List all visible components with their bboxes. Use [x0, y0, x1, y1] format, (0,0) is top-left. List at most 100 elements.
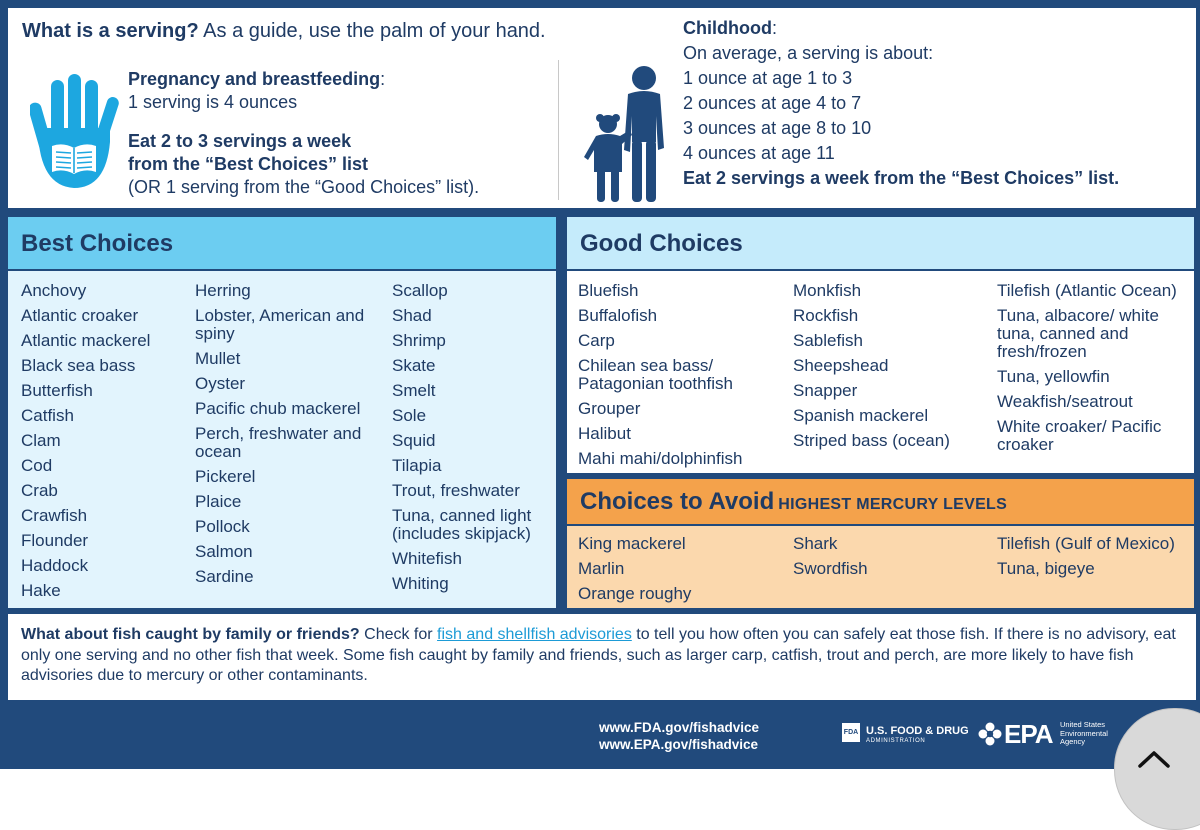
best-choice-item: Pacific chub mackerel	[195, 399, 361, 418]
best-choice-item: Whitefish	[392, 549, 462, 568]
pregnancy-alternative: (OR 1 serving from the “Good Choices” li…	[128, 177, 480, 197]
avoid-column-2: Shark Swordfish	[793, 535, 988, 585]
best-choices-column-2: Herring Lobster, American and spiny Mullet…	[195, 282, 385, 593]
avoid-column-1: King mackerel Marlin Orange roughy	[578, 535, 778, 610]
avoid-item: Shark	[793, 534, 838, 553]
good-choice-item: Buffalofish	[578, 306, 658, 325]
best-choice-item: Sardine	[195, 567, 254, 586]
chevron-up-icon	[1138, 751, 1170, 768]
good-choice-item: Sablefish	[793, 331, 863, 350]
best-choice-item: Shad	[392, 306, 432, 325]
best-choice-item: Tuna, canned light (includes skipjack)	[392, 506, 532, 543]
good-choices-header: Good Choices	[567, 217, 1194, 269]
family-fish-note: What about fish caught by family or frie…	[8, 614, 1196, 700]
good-choice-item: Tuna, albacore/ white tuna, canned and f…	[997, 306, 1159, 361]
best-choice-item: Herring	[195, 281, 251, 300]
best-choice-item: Whiting	[392, 574, 449, 593]
good-choice-item: Rockfish	[793, 306, 859, 325]
best-choice-item: Flounder	[21, 531, 89, 550]
epa-url[interactable]: www.EPA.gov/fishadvice	[599, 737, 759, 752]
epa-flower-icon	[978, 722, 1002, 746]
pregnancy-eat-line-1: Eat 2 to 3 servings a week	[128, 131, 352, 151]
good-choice-item: White croaker/ Pacific croaker	[997, 417, 1162, 454]
avoid-subtitle: HIGHEST MERCURY LEVELS	[778, 496, 1008, 513]
avoid-title-text: Choices to Avoid	[580, 488, 775, 515]
best-choice-item: Cod	[21, 456, 53, 475]
good-choice-item: Bluefish	[578, 281, 639, 300]
good-choice-item: Chilean sea bass/ Patagonian toothfish	[578, 356, 734, 393]
good-choice-item: Striped bass (ocean)	[793, 431, 950, 450]
best-choice-item: Mullet	[195, 349, 241, 368]
note-paragraph: What about fish caught by family or frie…	[21, 625, 1189, 687]
best-choice-item: Skate	[392, 356, 436, 375]
epa-subtitle-line: Environmental	[1060, 728, 1108, 738]
best-choice-item: Trout, freshwater	[392, 481, 520, 500]
best-choices-column-1: Anchovy Atlantic croaker Atlantic mackerel…	[21, 282, 191, 607]
best-choice-item: Haddock	[21, 556, 89, 575]
serving-title: What is a serving? As a guide, use the p…	[22, 20, 546, 43]
childhood-eat: Eat 2 servings a week from the “Best Cho…	[683, 168, 1120, 188]
best-choices-title: Best Choices	[21, 230, 174, 257]
good-choice-item: Snapper	[793, 381, 858, 400]
childhood-colon: :	[771, 18, 777, 38]
good-choices-title: Good Choices	[580, 230, 743, 257]
best-choice-item: Crawfish	[21, 506, 88, 525]
best-choice-item: Anchovy	[21, 281, 87, 300]
advisories-link[interactable]: fish and shellfish advisories	[437, 626, 632, 643]
page-frame: What is a serving? As a guide, use the p…	[0, 0, 1200, 769]
avoid-column-3: Tilefish (Gulf of Mexico) Tuna, bigeye	[997, 535, 1189, 585]
best-choices-header: Best Choices	[8, 217, 556, 269]
good-choice-item: Weakfish/seatrout	[997, 392, 1133, 411]
good-choice-item: Tuna, yellowfin	[997, 367, 1110, 386]
epa-subtitle-line: United States	[1060, 720, 1106, 729]
best-choice-item: Shrimp	[392, 331, 446, 350]
good-choices-list: Bluefish Buffalofish Carp Chilean sea bass/…	[567, 271, 1194, 473]
good-choice-item: Mahi mahi/dolphinfish	[578, 449, 743, 468]
best-choice-item: Scallop	[392, 281, 448, 300]
childhood-amount: 4 ounces at age 11	[683, 143, 835, 163]
avoid-item: Marlin	[578, 559, 625, 578]
children-silhouette-icon	[584, 66, 664, 202]
serving-title-bold: What is a serving?	[22, 20, 199, 42]
good-choice-item: Monkfish	[793, 281, 862, 300]
fda-mark: FDA	[842, 723, 860, 742]
best-choice-item: Squid	[392, 431, 436, 450]
avoid-item: Orange roughy	[578, 584, 692, 603]
fda-sub: ADMINISTRATION	[866, 738, 926, 744]
childhood-amount: 1 ounce at age 1 to 3	[683, 68, 853, 88]
best-choice-item: Butterfish	[21, 381, 93, 400]
childhood-guidance: Childhood: On average, a serving is abou…	[683, 16, 1119, 191]
best-choice-item: Tilapia	[392, 456, 442, 475]
good-choice-item: Sheepshead	[793, 356, 889, 375]
note-text-after: to tell you how often you can safely eat…	[21, 626, 1176, 684]
good-choices-column-2: Monkfish Rockfish Sablefish Sheepshead Snapp…	[793, 282, 988, 457]
good-choices-column-1: Bluefish Buffalofish Carp Chilean sea bass/…	[578, 282, 778, 475]
pregnancy-eat-line-2: from the “Best Choices” list	[128, 154, 369, 174]
best-choice-item: Atlantic mackerel	[21, 331, 151, 350]
serving-guide: What is a serving? As a guide, use the p…	[8, 8, 1196, 208]
footer-urls: www.FDA.gov/fishadvice www.EPA.gov/fisha…	[599, 719, 759, 753]
avoid-list: King mackerel Marlin Orange roughy Shark Sw…	[567, 526, 1194, 608]
avoid-item: Tilefish (Gulf of Mexico)	[997, 534, 1175, 553]
avoid-item: King mackerel	[578, 534, 686, 553]
best-choice-item: Pickerel	[195, 467, 256, 486]
footer: www.FDA.gov/fishadvice www.EPA.gov/fisha…	[0, 702, 1200, 769]
best-choice-item: Atlantic croaker	[21, 306, 139, 325]
note-text-before: Check for	[359, 626, 438, 643]
best-choice-item: Smelt	[392, 381, 436, 400]
section-divider	[558, 60, 559, 200]
best-choice-item: Salmon	[195, 542, 253, 561]
avoid-title: Choices to Avoid HIGHEST MERCURY LEVELS	[580, 488, 1007, 516]
childhood-amount: 3 ounces at age 8 to 10	[683, 118, 872, 138]
childhood-intro: On average, a serving is about:	[683, 43, 934, 63]
avoid-item: Swordfish	[793, 559, 868, 578]
fda-url[interactable]: www.FDA.gov/fishadvice	[599, 720, 760, 735]
best-choice-item: Black sea bass	[21, 356, 136, 375]
epa-subtitle: United States Environmental Agency	[1060, 720, 1108, 747]
pregnancy-heading: Pregnancy and breastfeeding	[128, 69, 381, 89]
serving-title-rest: As a guide, use the palm of your hand.	[198, 20, 546, 42]
epa-subtitle-line: Agency	[1060, 737, 1086, 746]
good-choice-item: Halibut	[578, 424, 631, 443]
best-choices-list: Anchovy Atlantic croaker Atlantic mackerel…	[8, 271, 556, 608]
best-choice-item: Catfish	[21, 406, 74, 425]
